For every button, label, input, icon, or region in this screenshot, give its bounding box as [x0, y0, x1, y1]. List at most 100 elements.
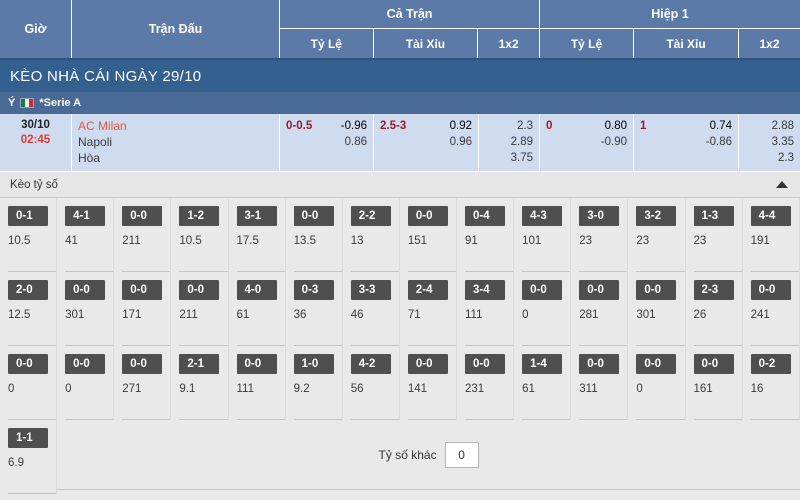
score-chip[interactable]: 0-0 [236, 354, 277, 374]
score-cell[interactable]: 2-1 9.1 [171, 346, 229, 420]
score-chip[interactable]: 3-0 [579, 206, 620, 226]
odds-h1-handicap[interactable]: 0 0.80 -0.90 [540, 114, 634, 172]
league-header[interactable]: Ý *Serie A [0, 92, 800, 114]
correct-score-section-header[interactable]: Kèo tỷ số [0, 172, 800, 198]
score-chip[interactable]: 3-2 [636, 206, 677, 226]
score-cell[interactable]: 0-0 0 [628, 346, 686, 420]
score-chip[interactable]: 0-0 [522, 280, 563, 300]
score-chip[interactable]: 0-0 [179, 280, 220, 300]
score-cell[interactable]: 3-1 17.5 [228, 198, 286, 272]
odds-ft-overunder[interactable]: 2.5-3 0.92 0.96 [374, 114, 479, 172]
score-chip[interactable]: 2-3 [693, 280, 734, 300]
ft-1x2-home[interactable]: 2.3 [517, 120, 533, 132]
score-chip[interactable]: 0-0 [122, 206, 163, 226]
score-cell[interactable]: 2-2 13 [342, 198, 400, 272]
score-cell[interactable]: 2-0 12.5 [0, 272, 58, 346]
score-chip[interactable]: 1-3 [693, 206, 734, 226]
odds-ft-1x2[interactable]: 2.3 2.89 3.75 [479, 114, 540, 172]
odds-ft-handicap[interactable]: 0-0.5 -0.96 0.86 [280, 114, 374, 172]
score-chip[interactable]: 0-0 [636, 280, 677, 300]
score-chip[interactable]: 0-0 [579, 280, 620, 300]
match-row[interactable]: 30/10 02:45 AC Milan Napoli Hòa 0-0.5 -0… [0, 114, 800, 172]
score-chip[interactable]: 0-0 [122, 354, 163, 374]
team-draw[interactable]: Hòa [78, 151, 101, 165]
score-chip[interactable]: 0-0 [579, 354, 620, 374]
score-cell[interactable]: 1-4 61 [514, 346, 572, 420]
score-chip[interactable]: 1-0 [293, 354, 334, 374]
score-cell[interactable]: 0-0 211 [114, 198, 172, 272]
score-chip[interactable]: 0-0 [65, 280, 106, 300]
score-chip[interactable]: 4-4 [750, 206, 791, 226]
score-cell[interactable]: 0-4 91 [457, 198, 515, 272]
score-chip[interactable]: 4-2 [350, 354, 391, 374]
h1-overunder-bottom[interactable]: -0.86 [705, 136, 732, 148]
score-cell[interactable]: 0-0 141 [399, 346, 457, 420]
score-cell[interactable]: 0-0 301 [57, 272, 115, 346]
score-chip[interactable]: 2-2 [350, 206, 391, 226]
ft-overunder-bottom[interactable]: 0.96 [449, 136, 472, 148]
odds-h1-1x2[interactable]: 2.88 3.35 2.3 [739, 114, 800, 172]
score-cell[interactable]: 1-0 9.2 [285, 346, 343, 420]
score-cell[interactable]: 0-0 0 [0, 346, 58, 420]
h1-1x2-home[interactable]: 2.88 [771, 120, 794, 132]
score-cell[interactable]: 0-0 151 [399, 198, 457, 272]
score-cell[interactable]: 3-4 111 [457, 272, 515, 346]
score-chip[interactable]: 1-2 [179, 206, 220, 226]
score-cell[interactable]: 2-3 26 [685, 272, 743, 346]
score-cell[interactable]: 0-0 241 [742, 272, 800, 346]
score-cell[interactable]: 0-0 0 [57, 346, 115, 420]
score-chip[interactable]: 0-1 [8, 206, 48, 226]
score-cell[interactable]: 2-4 71 [399, 272, 457, 346]
score-chip[interactable]: 0-0 [65, 354, 106, 374]
score-chip[interactable]: 0-0 [293, 206, 334, 226]
score-chip[interactable]: 0-0 [407, 206, 448, 226]
score-cell[interactable]: 0-0 161 [685, 346, 743, 420]
score-chip[interactable]: 2-0 [8, 280, 48, 300]
score-cell[interactable]: 0-0 271 [114, 346, 172, 420]
score-chip[interactable]: 4-3 [522, 206, 563, 226]
score-cell[interactable]: 0-0 231 [457, 346, 515, 420]
score-chip[interactable]: 4-0 [236, 280, 277, 300]
team-home[interactable]: AC Milan [78, 119, 127, 133]
h1-overunder-top[interactable]: 0.74 [709, 120, 732, 132]
score-cell[interactable]: 0-0 281 [571, 272, 629, 346]
score-cell[interactable]: 4-3 101 [514, 198, 572, 272]
score-cell[interactable]: 0-3 36 [285, 272, 343, 346]
score-cell[interactable]: 3-0 23 [571, 198, 629, 272]
caret-up-icon[interactable] [776, 181, 788, 188]
score-chip[interactable]: 0-3 [293, 280, 334, 300]
score-cell[interactable]: 0-0 13.5 [285, 198, 343, 272]
ft-overunder-top[interactable]: 0.92 [449, 120, 472, 132]
score-chip[interactable]: 2-4 [407, 280, 448, 300]
score-cell[interactable]: 0-0 301 [628, 272, 686, 346]
h1-handicap-bottom[interactable]: -0.90 [600, 136, 627, 148]
score-chip[interactable]: 0-2 [750, 354, 791, 374]
score-cell[interactable]: 3-3 46 [342, 272, 400, 346]
score-chip[interactable]: 1-1 [8, 428, 48, 448]
score-chip[interactable]: 0-4 [465, 206, 505, 226]
team-away[interactable]: Napoli [78, 135, 113, 149]
score-chip[interactable]: 3-4 [465, 280, 505, 300]
score-chip[interactable]: 0-0 [122, 280, 163, 300]
h1-1x2-draw[interactable]: 3.35 [771, 136, 794, 148]
score-chip[interactable]: 2-1 [179, 354, 220, 374]
score-cell[interactable]: 0-0 0 [514, 272, 572, 346]
score-cell[interactable]: 0-1 10.5 [0, 198, 58, 272]
score-cell[interactable]: 0-2 16 [742, 346, 800, 420]
score-cell[interactable]: 1-3 23 [685, 198, 743, 272]
score-cell[interactable]: 3-2 23 [628, 198, 686, 272]
other-score-value[interactable]: 0 [444, 442, 479, 468]
score-chip[interactable]: 0-0 [693, 354, 734, 374]
ft-1x2-away[interactable]: 3.75 [510, 152, 533, 164]
score-cell[interactable]: 0-0 311 [571, 346, 629, 420]
h1-handicap-top[interactable]: 0.80 [604, 120, 627, 132]
score-cell[interactable]: 0-0 111 [228, 346, 286, 420]
score-cell[interactable]: 4-2 56 [342, 346, 400, 420]
score-cell[interactable]: 0-0 211 [171, 272, 229, 346]
ft-handicap-top[interactable]: -0.96 [340, 120, 367, 132]
score-chip[interactable]: 4-1 [65, 206, 106, 226]
score-cell[interactable]: 1-1 6.9 [0, 420, 58, 494]
score-chip[interactable]: 3-1 [236, 206, 277, 226]
score-chip[interactable]: 3-3 [350, 280, 391, 300]
score-chip[interactable]: 1-4 [522, 354, 563, 374]
